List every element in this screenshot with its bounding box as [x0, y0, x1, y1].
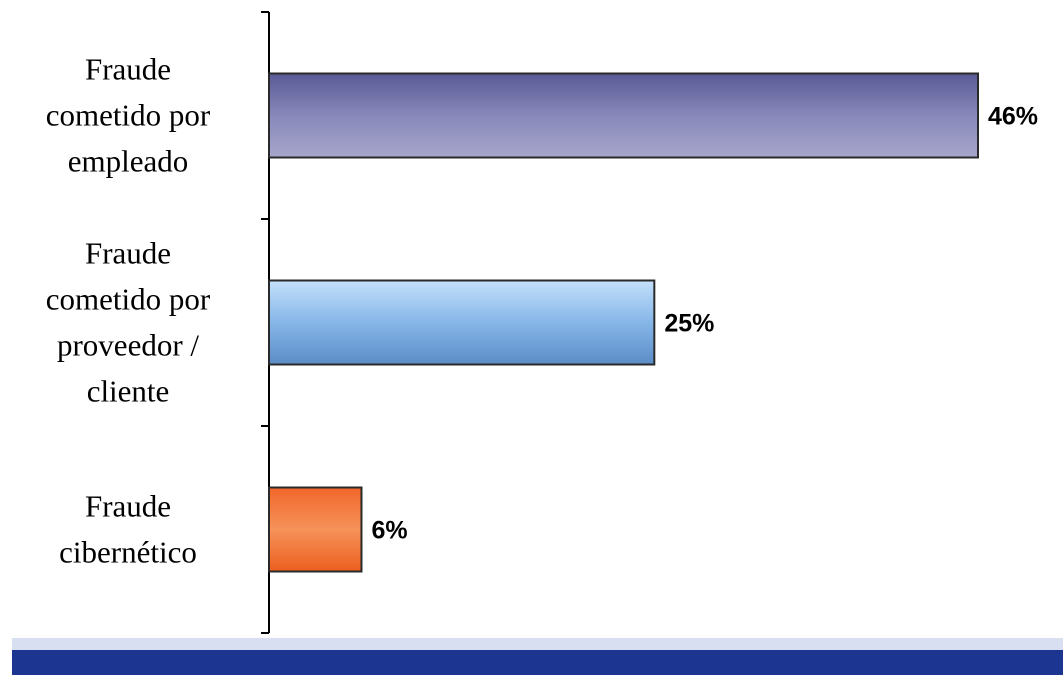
- category-labels: Fraude cometido por empleado Fraude cometido…: [46, 52, 211, 570]
- category-label-line: Fraude: [85, 236, 171, 271]
- plot-area: 46% 25% 6%: [261, 11, 1038, 634]
- category-label-line: cliente: [87, 374, 170, 409]
- category-label-line: cometido por: [46, 98, 211, 133]
- category-label-line: proveedor /: [57, 328, 199, 363]
- category-label-line: cibernético: [59, 535, 197, 570]
- data-label-1: 25%: [664, 310, 714, 338]
- footer-band-bar: [12, 650, 1063, 675]
- bar-0: [268, 72, 979, 159]
- footer-accent-strip: [12, 638, 1063, 651]
- category-label-line: cometido por: [46, 282, 211, 317]
- bar-1: [268, 279, 656, 366]
- category-label-line: empleado: [68, 144, 189, 179]
- data-label-2: 6%: [371, 517, 407, 545]
- category-label-line: Fraude: [85, 52, 171, 87]
- footer-band: [12, 638, 1063, 675]
- category-label-line: Fraude: [85, 489, 171, 524]
- bar-2: [268, 486, 363, 573]
- data-label-0: 46%: [988, 103, 1038, 131]
